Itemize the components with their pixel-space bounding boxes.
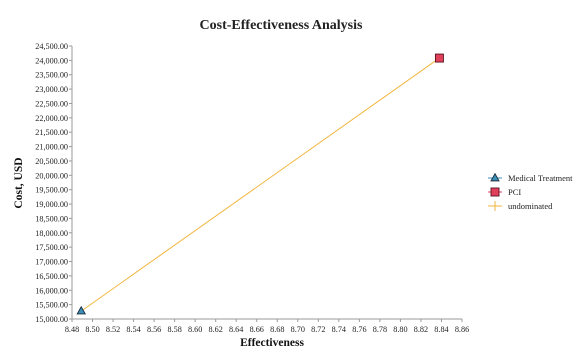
- series-line-undominated: [80, 57, 440, 312]
- series-layer: [76, 53, 444, 315]
- x-tick-label: 8.82: [414, 325, 428, 334]
- y-tick-label: 22,000.00: [35, 114, 68, 123]
- y-axis-ticks: 15,000.00 15,500.00 16,000.00 16,500.00 17,0…: [35, 42, 72, 324]
- chart-title: Cost-Effectiveness Analysis: [200, 18, 363, 33]
- x-tick-label: 8.62: [209, 325, 223, 334]
- legend-swatch-square: [490, 187, 500, 197]
- y-tick-label: 18,500.00: [35, 214, 68, 223]
- y-tick-label: 18,000.00: [35, 229, 68, 238]
- y-tick-label: 24,000.00: [35, 56, 68, 65]
- legend: Medical Treatment PCI undominated: [488, 172, 573, 211]
- x-tick-label: 8.56: [147, 325, 161, 334]
- x-tick-label: 8.78: [373, 325, 387, 334]
- y-tick-label: 22,500.00: [35, 99, 68, 108]
- legend-item-label: undominated: [508, 201, 553, 211]
- y-tick-label: 23,500.00: [35, 71, 68, 80]
- x-tick-label: 8.64: [229, 325, 243, 334]
- y-tick-label: 24,500.00: [35, 42, 68, 51]
- x-axis-label: Effectiveness: [240, 337, 304, 349]
- y-tick-label: 20,500.00: [35, 157, 68, 166]
- y-tick-label: 21,500.00: [35, 128, 68, 137]
- data-point-square: [434, 53, 444, 63]
- x-tick-label: 8.50: [85, 325, 99, 334]
- y-tick-label: 21,000.00: [35, 143, 68, 152]
- x-tick-label: 8.66: [250, 325, 264, 334]
- x-tick-label: 8.84: [434, 325, 448, 334]
- x-tick-label: 8.76: [352, 325, 366, 334]
- x-tick-label: 8.72: [311, 325, 325, 334]
- data-point-triangle: [76, 305, 87, 315]
- legend-item-label: PCI: [508, 187, 521, 197]
- y-axis-label: Cost, USD: [13, 157, 25, 208]
- y-tick-label: 23,000.00: [35, 85, 68, 94]
- y-tick-label: 20,000.00: [35, 171, 68, 180]
- y-tick-label: 15,500.00: [35, 301, 68, 310]
- x-tick-label: 8.68: [270, 325, 284, 334]
- x-axis-ticks: 8.48 8.50 8.52 8.54 8.56 8.58 8.60 8.62 8.64 8.66…: [65, 319, 469, 334]
- y-tick-label: 17,500.00: [35, 243, 68, 252]
- y-tick-label: 16,000.00: [35, 286, 68, 295]
- x-tick-label: 8.60: [188, 325, 202, 334]
- x-tick-label: 8.54: [126, 325, 140, 334]
- plot-area: [71, 46, 462, 320]
- y-tick-label: 16,500.00: [35, 272, 68, 281]
- y-tick-label: 17,000.00: [35, 258, 68, 267]
- legend-swatch-triangle: [490, 172, 500, 182]
- y-tick-label: 15,000.00: [35, 315, 68, 324]
- x-tick-label: 8.80: [393, 325, 407, 334]
- x-tick-label: 8.52: [106, 325, 120, 334]
- y-tick-label: 19,000.00: [35, 200, 68, 209]
- x-tick-label: 8.70: [291, 325, 305, 334]
- x-tick-label: 8.74: [332, 325, 346, 334]
- x-tick-label: 8.48: [65, 325, 79, 334]
- y-tick-label: 19,500.00: [35, 186, 68, 195]
- x-tick-label: 8.86: [455, 325, 469, 334]
- legend-item-label: Medical Treatment: [508, 173, 573, 183]
- x-tick-label: 8.58: [167, 325, 181, 334]
